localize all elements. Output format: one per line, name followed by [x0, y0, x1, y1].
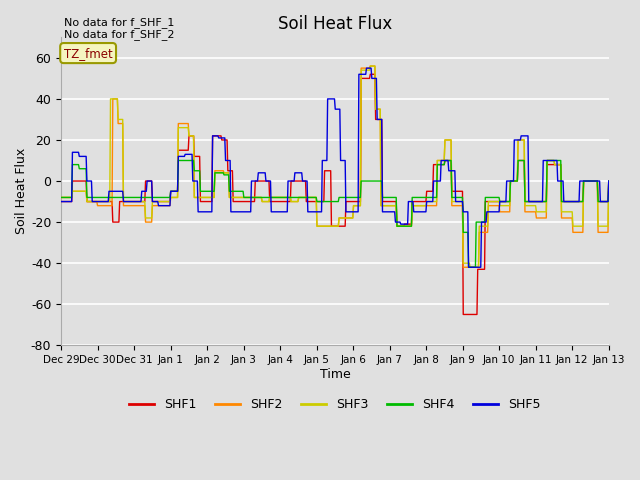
- Legend: SHF1, SHF2, SHF3, SHF4, SHF5: SHF1, SHF2, SHF3, SHF4, SHF5: [124, 393, 546, 416]
- SHF5: [67, 199, 75, 204]
- Line: SHF1: SHF1: [61, 74, 609, 314]
- SHF3: [403, 223, 410, 229]
- SHF5: [208, 209, 216, 215]
- SHF2: [460, 264, 467, 270]
- SHF2: [403, 223, 410, 229]
- Text: No data for f_SHF_2: No data for f_SHF_2: [64, 29, 175, 40]
- SHF4: [605, 178, 612, 184]
- SHF2: [419, 203, 426, 208]
- SHF1: [419, 199, 426, 204]
- SHF3: [605, 178, 612, 184]
- SHF1: [67, 199, 75, 204]
- SHF3: [67, 194, 75, 200]
- SHF4: [465, 264, 472, 270]
- Title: Soil Heat Flux: Soil Heat Flux: [278, 15, 392, 33]
- SHF1: [367, 72, 374, 77]
- SHF5: [57, 199, 65, 204]
- SHF4: [403, 223, 410, 229]
- SHF3: [179, 125, 187, 131]
- SHF4: [67, 194, 75, 200]
- SHF3: [124, 199, 131, 204]
- SHF5: [605, 178, 612, 184]
- Line: SHF3: SHF3: [61, 66, 609, 267]
- SHF1: [605, 178, 612, 184]
- Text: No data for f_SHF_1: No data for f_SHF_1: [64, 17, 174, 28]
- SHF5: [403, 221, 410, 227]
- X-axis label: Time: Time: [319, 368, 350, 381]
- SHF5: [419, 209, 426, 215]
- Line: SHF4: SHF4: [61, 160, 609, 267]
- Line: SHF2: SHF2: [61, 66, 609, 267]
- Line: SHF5: SHF5: [61, 68, 609, 267]
- SHF4: [419, 194, 426, 200]
- SHF2: [208, 194, 216, 200]
- SHF3: [57, 194, 65, 200]
- SHF5: [124, 199, 131, 204]
- SHF3: [367, 63, 374, 69]
- SHF3: [467, 264, 474, 270]
- SHF4: [180, 157, 188, 163]
- SHF1: [179, 147, 187, 153]
- SHF3: [208, 194, 216, 200]
- SHF1: [124, 199, 131, 204]
- SHF5: [179, 154, 187, 159]
- SHF1: [208, 199, 216, 204]
- SHF3: [419, 203, 426, 208]
- SHF5: [465, 264, 472, 270]
- SHF1: [403, 221, 410, 227]
- SHF1: [460, 312, 467, 317]
- SHF1: [57, 199, 65, 204]
- SHF2: [605, 178, 612, 184]
- SHF2: [179, 120, 187, 126]
- SHF4: [124, 194, 131, 200]
- SHF4: [175, 157, 182, 163]
- SHF2: [57, 194, 65, 200]
- SHF2: [67, 194, 75, 200]
- Y-axis label: Soil Heat Flux: Soil Heat Flux: [15, 148, 28, 234]
- SHF2: [367, 63, 374, 69]
- SHF4: [57, 194, 65, 200]
- SHF5: [363, 65, 371, 71]
- SHF4: [209, 189, 216, 194]
- SHF2: [124, 203, 131, 208]
- Text: TZ_fmet: TZ_fmet: [64, 47, 113, 60]
